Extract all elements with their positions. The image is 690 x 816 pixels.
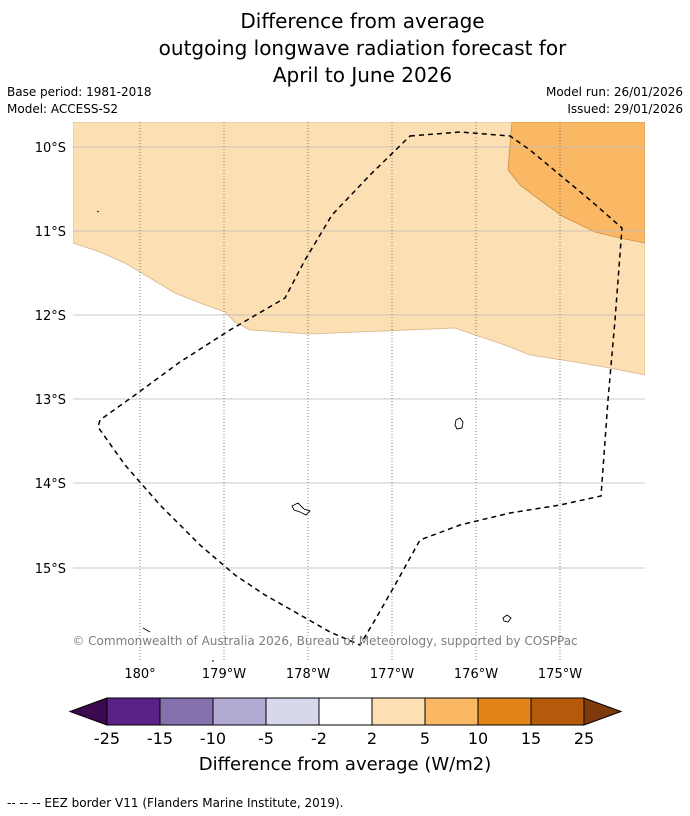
chart-title: Difference from average outgoing longwav… — [0, 8, 690, 89]
copyright-notice: © Commonwealth of Australia 2026, Bureau… — [72, 634, 577, 648]
colorbar-segment — [371, 697, 426, 726]
colorbar-label: Difference from average (W/m2) — [199, 754, 491, 775]
lon-label: 180° — [124, 667, 155, 682]
lon-label: 179°W — [202, 667, 246, 682]
colorbar-ticks: -25 -15 -10 -5 -2 2 5 10 15 25 — [94, 729, 594, 748]
eez-legend: -- -- -- EEZ border V11 (Flanders Marine… — [7, 796, 344, 810]
island-swains — [454, 417, 464, 430]
title-line-3: April to June 2026 — [272, 63, 453, 87]
eez-border — [97, 131, 623, 646]
colorbar-tick-label: -15 — [147, 729, 173, 748]
island-speck-1 — [96, 210, 100, 213]
latitude-labels: 10°S 11°S 12°S 13°S 14°S 15°S — [35, 141, 66, 577]
lat-label: 14°S — [35, 477, 66, 492]
issued-date: Issued: 29/01/2026 — [567, 102, 683, 116]
gridlines — [73, 122, 645, 660]
lat-label: 12°S — [35, 309, 66, 324]
lon-label: 176°W — [454, 667, 498, 682]
colorbar-tick-label: 10 — [468, 729, 488, 748]
model-run: Model run: 26/01/2026 — [545, 85, 683, 99]
colorbar-segment — [106, 697, 161, 726]
lon-label: 175°W — [538, 667, 582, 682]
map-figure: © Commonwealth of Australia 2026, Bureau… — [35, 122, 645, 775]
lat-label: 13°S — [35, 393, 66, 408]
colorbar-tick-label: -5 — [258, 729, 274, 748]
island-tutuila — [291, 502, 311, 516]
colorbar-tick-label: -10 — [200, 729, 226, 748]
lat-label: 10°S — [35, 141, 66, 156]
colorbar-tick-label: 5 — [420, 729, 430, 748]
anomaly-region-medium — [507, 122, 645, 244]
meta-left: Base period: 1981-2018 Model: ACCESS-S2 — [7, 84, 152, 118]
title-line-2: outgoing longwave radiation forecast for — [158, 36, 567, 60]
colorbar — [68, 697, 623, 726]
colorbar-tick-label: 2 — [367, 729, 377, 748]
colorbar-low-extend — [68, 697, 108, 726]
colorbar-high-extend — [583, 697, 623, 726]
title-line-1: Difference from average — [240, 9, 485, 33]
colorbar-segment — [424, 697, 479, 726]
colorbar-segment — [477, 697, 532, 726]
island-rose — [502, 614, 512, 623]
meta-right: Model run: 26/01/2026 Issued: 29/01/2026 — [546, 84, 683, 118]
colorbar-tick-label: -2 — [311, 729, 327, 748]
colorbar-segment — [159, 697, 214, 726]
lon-label: 178°W — [286, 667, 330, 682]
islands — [96, 210, 512, 633]
base-period: Base period: 1981-2018 — [7, 85, 152, 99]
model-name: Model: ACCESS-S2 — [7, 102, 119, 116]
lat-label: 11°S — [35, 225, 66, 240]
map-panel — [73, 122, 645, 660]
island-speck-2 — [142, 627, 151, 633]
colorbar-tick-label: 15 — [521, 729, 541, 748]
colorbar-segment — [212, 697, 267, 726]
lon-label: 177°W — [370, 667, 414, 682]
colorbar-segment — [265, 697, 320, 726]
colorbar-segment — [530, 697, 585, 726]
colorbar-segment — [318, 697, 373, 726]
colorbar-tick-label: -25 — [94, 729, 120, 748]
anomaly-region-light — [73, 122, 645, 376]
colorbar-tick-label: 25 — [574, 729, 594, 748]
lat-label: 15°S — [35, 562, 66, 577]
longitude-labels: 180° 179°W 178°W 177°W 176°W 175°W — [124, 667, 582, 682]
